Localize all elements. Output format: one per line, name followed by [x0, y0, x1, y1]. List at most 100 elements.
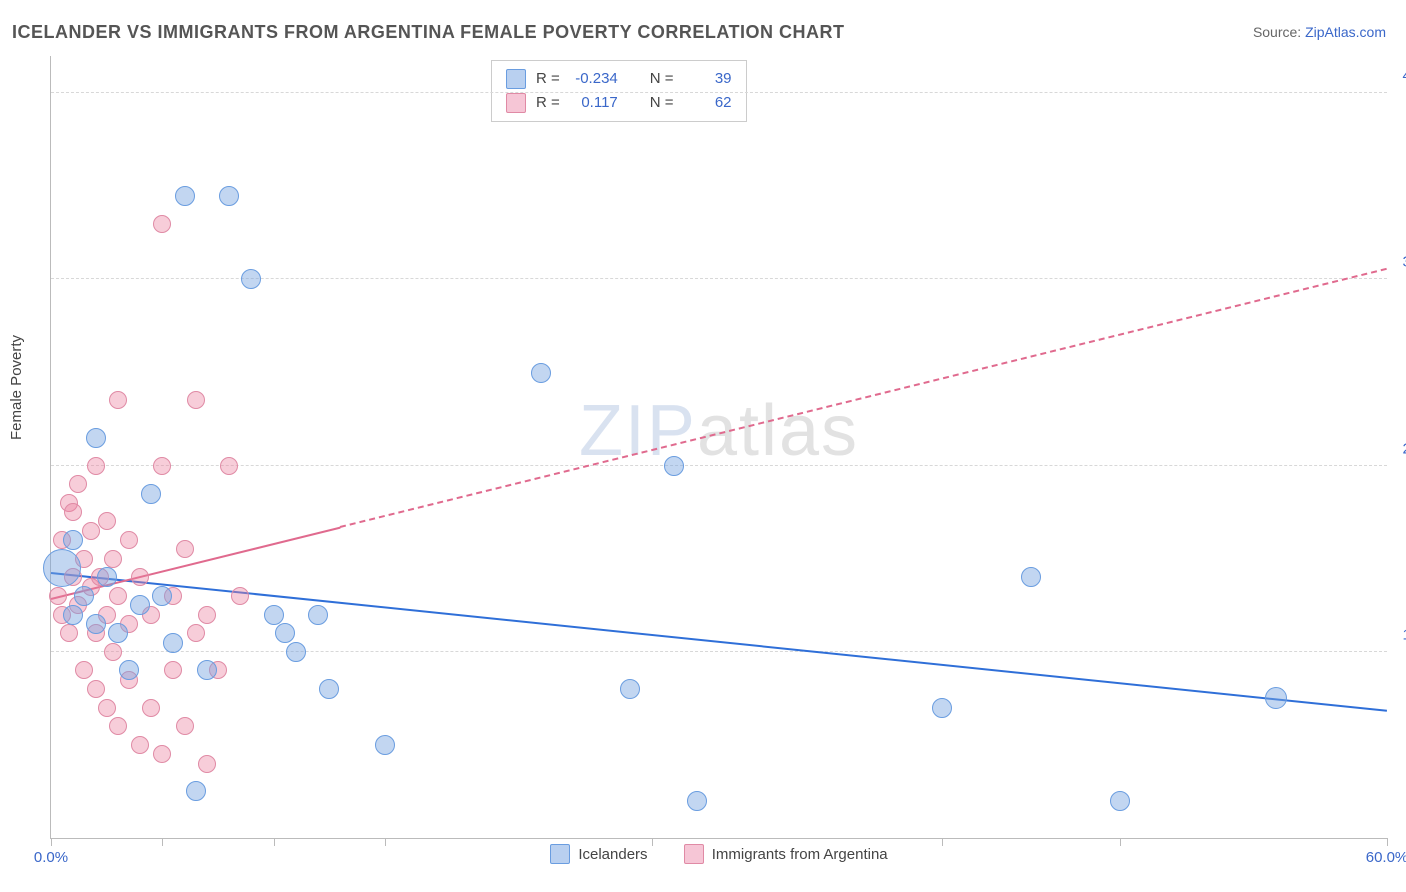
scatter-point [187, 391, 205, 409]
scatter-point [687, 791, 707, 811]
scatter-point [74, 586, 94, 606]
scatter-point [163, 633, 183, 653]
scatter-point [186, 781, 206, 801]
x-tick [1120, 838, 1121, 846]
y-tick-label: 30.0% [1402, 254, 1406, 271]
scatter-point [49, 587, 67, 605]
x-tick [942, 838, 943, 846]
scatter-point [98, 512, 116, 530]
scatter-point [1265, 687, 1287, 709]
scatter-point [198, 755, 216, 773]
scatter-point [69, 475, 87, 493]
scatter-point [98, 699, 116, 717]
scatter-point [932, 698, 952, 718]
n-label: N = [650, 67, 674, 91]
scatter-point [220, 457, 238, 475]
scatter-point [63, 530, 83, 550]
scatter-point [531, 363, 551, 383]
scatter-point [141, 484, 161, 504]
swatch-icon [506, 69, 526, 89]
legend-label: Immigrants from Argentina [712, 846, 888, 863]
gridline [51, 465, 1387, 466]
swatch-icon [550, 844, 570, 864]
y-axis-label: Female Poverty [8, 335, 25, 440]
scatter-point [109, 391, 127, 409]
scatter-point [153, 745, 171, 763]
scatter-point [286, 642, 306, 662]
y-tick-label: 10.0% [1402, 626, 1406, 643]
scatter-point [198, 606, 216, 624]
source-attribution: Source: ZipAtlas.com [1253, 24, 1386, 40]
scatter-point [664, 456, 684, 476]
scatter-point [97, 567, 117, 587]
x-tick [385, 838, 386, 846]
scatter-point [64, 503, 82, 521]
chart-plot-area: ZIPatlas R = -0.234 N = 39 R = 0.117 N =… [50, 56, 1387, 839]
swatch-icon [506, 93, 526, 113]
scatter-point [375, 735, 395, 755]
legend-label: Icelanders [578, 846, 647, 863]
y-tick-label: 20.0% [1402, 440, 1406, 457]
scatter-point [131, 568, 149, 586]
scatter-point [120, 531, 138, 549]
scatter-point [187, 624, 205, 642]
scatter-point [176, 717, 194, 735]
scatter-point [119, 660, 139, 680]
scatter-point [142, 699, 160, 717]
regression-line [340, 268, 1387, 528]
scatter-point [176, 540, 194, 558]
scatter-point [87, 457, 105, 475]
scatter-point [1021, 567, 1041, 587]
scatter-point [231, 587, 249, 605]
n-value: 39 [684, 67, 732, 91]
legend-item-series2: Immigrants from Argentina [684, 844, 888, 864]
y-tick-label: 40.0% [1402, 68, 1406, 85]
stats-row-series1: R = -0.234 N = 39 [506, 67, 732, 91]
n-label: N = [650, 91, 674, 115]
scatter-point [86, 614, 106, 634]
source-prefix: Source: [1253, 24, 1305, 40]
gridline [51, 92, 1387, 93]
legend-item-series1: Icelanders [550, 844, 647, 864]
scatter-point [109, 587, 127, 605]
r-label: R = [536, 67, 560, 91]
r-value: -0.234 [570, 67, 618, 91]
scatter-point [308, 605, 328, 625]
chart-title: ICELANDER VS IMMIGRANTS FROM ARGENTINA F… [12, 22, 845, 43]
scatter-point [104, 550, 122, 568]
scatter-point [153, 215, 171, 233]
scatter-point [241, 269, 261, 289]
r-label: R = [536, 91, 560, 115]
scatter-point [104, 643, 122, 661]
scatter-point [219, 186, 239, 206]
scatter-point [109, 717, 127, 735]
regression-line [51, 572, 1387, 712]
scatter-point [620, 679, 640, 699]
scatter-point [153, 457, 171, 475]
x-tick [652, 838, 653, 846]
scatter-point [319, 679, 339, 699]
scatter-point [1110, 791, 1130, 811]
scatter-point [75, 661, 93, 679]
scatter-point [130, 595, 150, 615]
x-tick [274, 838, 275, 846]
gridline [51, 651, 1387, 652]
r-value: 0.117 [570, 91, 618, 115]
scatter-point [264, 605, 284, 625]
source-link[interactable]: ZipAtlas.com [1305, 24, 1386, 40]
stats-row-series2: R = 0.117 N = 62 [506, 91, 732, 115]
scatter-point [87, 680, 105, 698]
x-tick [162, 838, 163, 846]
bottom-legend: Icelanders Immigrants from Argentina [51, 844, 1387, 868]
scatter-point [175, 186, 195, 206]
scatter-point [131, 736, 149, 754]
scatter-point [60, 624, 78, 642]
x-tick-label: 60.0% [1366, 849, 1406, 866]
scatter-point [43, 549, 81, 587]
correlation-stats-box: R = -0.234 N = 39 R = 0.117 N = 62 [491, 60, 747, 122]
scatter-point [152, 586, 172, 606]
x-tick [1387, 838, 1388, 846]
scatter-point [164, 661, 182, 679]
x-tick [51, 838, 52, 846]
swatch-icon [684, 844, 704, 864]
